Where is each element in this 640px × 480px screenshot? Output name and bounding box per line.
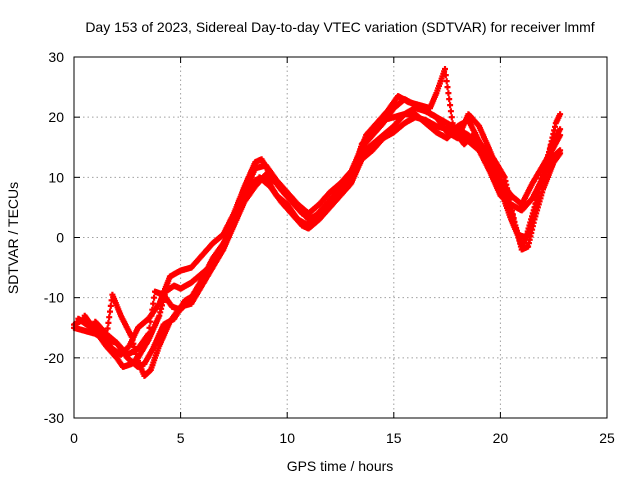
y-tick-label: 0	[56, 230, 64, 246]
data-point	[449, 120, 456, 127]
data-point	[446, 96, 453, 103]
chart-title: Day 153 of 2023, Sidereal Day-to-day VTE…	[85, 19, 594, 35]
data-point	[148, 312, 155, 319]
data-point	[447, 108, 454, 115]
x-tick-label: 0	[70, 430, 78, 446]
y-tick-labels: -30 -20 -10 0 10 20 30	[44, 49, 64, 426]
data-point	[557, 126, 564, 133]
series-track-5	[92, 111, 564, 358]
y-tick-label: -20	[44, 350, 64, 366]
data-point	[105, 319, 112, 326]
data-point	[104, 325, 111, 332]
data-point	[557, 150, 564, 157]
data-point	[147, 318, 154, 325]
data-point	[106, 314, 113, 321]
data-markers	[71, 66, 564, 379]
y-tick-label: 30	[48, 49, 64, 65]
data-point	[145, 330, 152, 337]
data-point	[149, 306, 156, 313]
data-point	[444, 84, 451, 91]
data-point	[443, 78, 450, 85]
data-point	[448, 114, 455, 121]
x-tick-label: 15	[386, 430, 402, 446]
data-point	[557, 111, 564, 118]
x-tick-label: 20	[493, 430, 509, 446]
x-tick-label: 25	[599, 430, 615, 446]
y-tick-label: 20	[48, 109, 64, 125]
y-tick-label: -10	[44, 290, 64, 306]
y-axis-label: SDTVAR / TECUs	[5, 182, 21, 294]
data-point	[150, 300, 157, 307]
y-tick-label: 10	[48, 169, 64, 185]
data-point	[445, 90, 452, 97]
data-point	[442, 66, 448, 72]
data-point	[146, 324, 153, 331]
x-tick-label: 5	[177, 430, 185, 446]
plot-frame	[73, 56, 608, 419]
data-point	[107, 302, 114, 309]
series-track-4	[75, 66, 564, 358]
x-axis-label: GPS time / hours	[287, 458, 394, 474]
x-tick-label: 10	[279, 430, 295, 446]
grid-lines	[74, 57, 607, 418]
x-tick-labels: 0 5 10 15 20 25	[70, 430, 615, 446]
y-tick-label: -30	[44, 410, 64, 426]
data-point	[447, 102, 454, 109]
data-point	[107, 308, 113, 315]
data-point	[151, 294, 158, 301]
data-point	[442, 72, 449, 79]
